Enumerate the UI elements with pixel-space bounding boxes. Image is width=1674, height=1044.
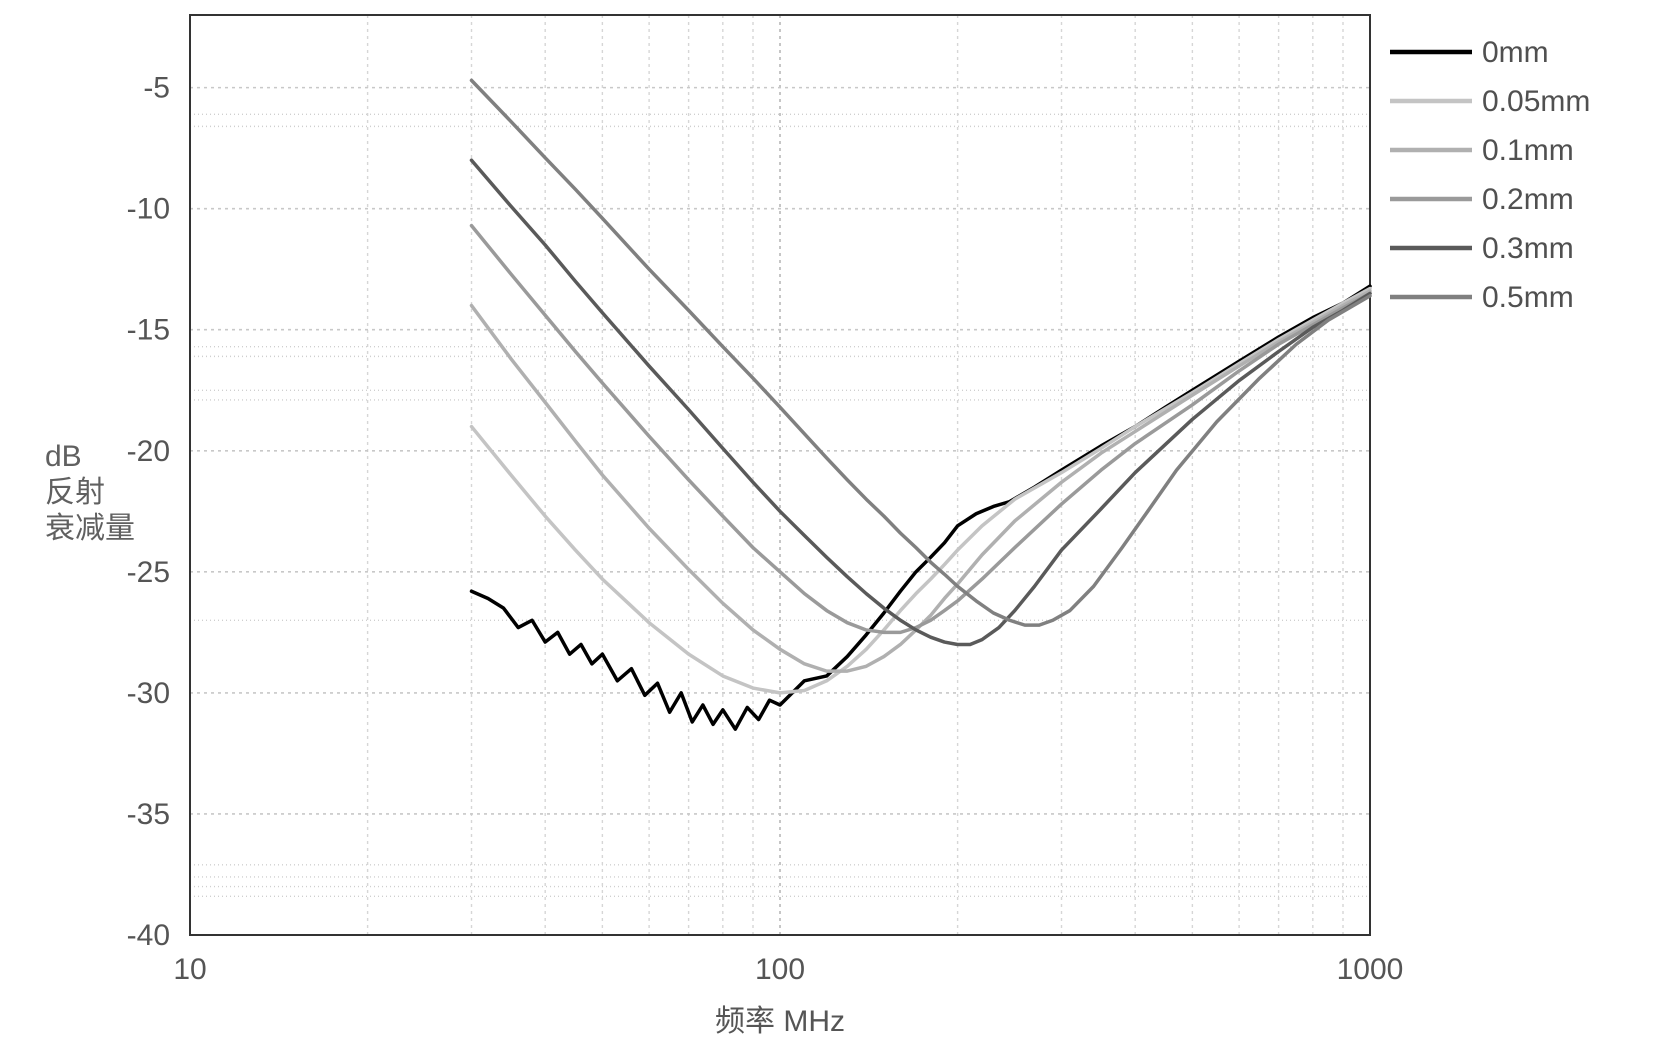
y-tick-label: -25 [127, 556, 170, 589]
legend-label: 0.5mm [1482, 281, 1574, 314]
line-chart: -5 -10 -15 -20 -25 -30 -35 -4010 100 1000 频率 MHz dB… [0, 0, 1674, 1044]
x-tick-label: 10 [173, 953, 206, 986]
legend-label: 0.1mm [1482, 134, 1574, 167]
legend-label: 0.05mm [1482, 85, 1590, 118]
y-axis-label-line: dB [45, 440, 82, 473]
chart-container: -5 -10 -15 -20 -25 -30 -35 -4010 100 1000 频率 MHz dB… [0, 0, 1674, 1044]
y-tick-label: -30 [127, 677, 170, 710]
x-tick-label: 1000 [1337, 953, 1404, 986]
x-axis-label: 频率 MHz [715, 1005, 845, 1038]
y-tick-label: -20 [127, 435, 170, 468]
y-tick-label: -15 [127, 314, 170, 347]
y-tick-label: -40 [127, 919, 170, 952]
y-axis-label-line: 衰减量 [45, 512, 135, 545]
y-axis-label-line: 反射 [45, 476, 105, 509]
legend-label: 0.2mm [1482, 183, 1574, 216]
y-tick-label: -10 [127, 193, 170, 226]
x-tick-label: 100 [755, 953, 805, 986]
y-tick-label: -5 [143, 72, 170, 105]
legend-label: 0mm [1482, 36, 1549, 69]
legend-label: 0.3mm [1482, 232, 1574, 265]
y-tick-label: -35 [127, 798, 170, 831]
